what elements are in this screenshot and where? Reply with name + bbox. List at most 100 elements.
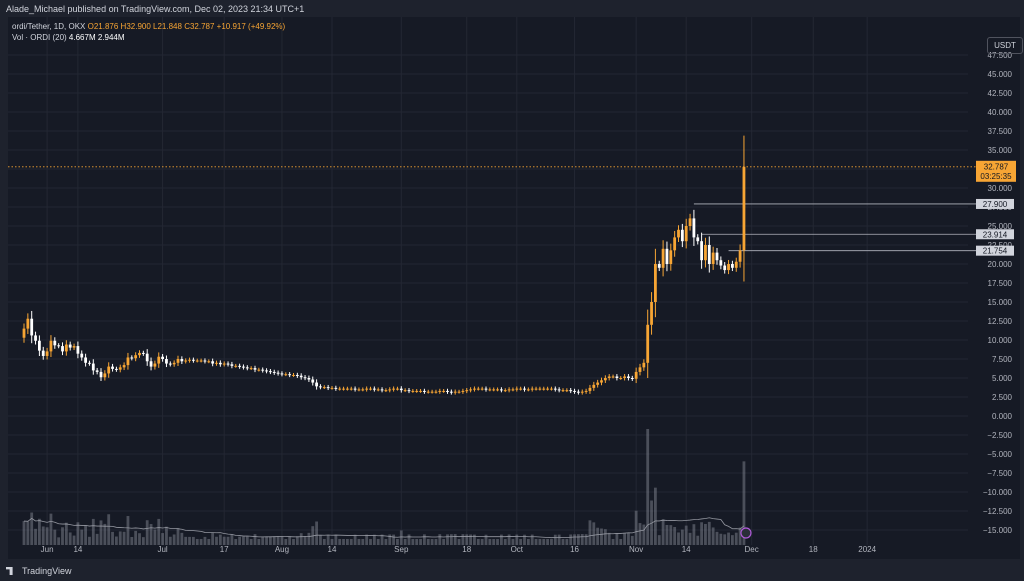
candle-body (719, 260, 723, 266)
time-axis[interactable]: Jun 14 Jul 17 Aug 14 Sep 18 Oct 16 Nov 14 Dec 18 2024 (41, 545, 877, 554)
volume-bar (642, 524, 646, 545)
candle-body (688, 218, 692, 226)
time-tick-label: 14 (73, 545, 82, 554)
volume-indicator-name[interactable]: Vol · ORDI (20) (12, 33, 67, 42)
candle-body (692, 218, 696, 238)
level-label: 27.900 (983, 200, 1008, 209)
candle-body (665, 248, 669, 264)
candle-body (707, 245, 711, 264)
time-tick-label: 17 (220, 545, 229, 554)
price-tick-label: −5.000 (987, 450, 1012, 459)
candle-body (161, 356, 164, 359)
candle-body (249, 368, 253, 370)
candle-body (611, 376, 615, 378)
volume-bar (342, 539, 345, 545)
volume-bar (138, 533, 141, 545)
candle-body (423, 390, 426, 392)
publisher-line: Alade_Michael published on TradingView.c… (6, 4, 305, 14)
candle-body (673, 237, 677, 251)
volume-bar (176, 528, 180, 545)
candle-body (619, 378, 623, 379)
volume-bar (215, 536, 218, 545)
volume-bar (141, 537, 145, 545)
tradingview-logo[interactable]: TradingView (6, 566, 72, 576)
candle-body (34, 335, 37, 341)
volume-bar (727, 532, 730, 545)
candle-body (426, 391, 430, 393)
candle-body (507, 389, 511, 391)
candle-body (207, 361, 211, 363)
volume-bar (654, 487, 657, 545)
price-axis[interactable]: 47.50045.00042.50040.00037.50035.00032.5… (983, 51, 1013, 535)
price-tick-label: 47.500 (988, 51, 1013, 60)
grid-lines (8, 17, 968, 545)
candle-body (565, 390, 569, 392)
time-tick-label: Aug (275, 545, 289, 554)
price-tick-label: 35.000 (988, 146, 1013, 155)
volume-bars (22, 429, 746, 545)
volume-bar (280, 536, 284, 545)
volume-ma-line (23, 517, 745, 539)
volume-bar (319, 535, 322, 545)
volume-bar (465, 534, 469, 545)
candle-body (222, 363, 226, 365)
candle-body (91, 363, 95, 371)
volume-bar (657, 535, 661, 545)
candle-body (684, 226, 688, 242)
candle-body (661, 248, 665, 268)
candle-body (88, 362, 91, 364)
price-tick-label: 40.000 (988, 108, 1013, 117)
currency-unit-button[interactable]: USDT (987, 37, 1023, 54)
candle-body (638, 367, 642, 372)
time-tick-label: Jun (41, 545, 54, 554)
price-tick-label: −12.500 (983, 507, 1013, 516)
volume-bar (573, 534, 576, 545)
volume-bar (611, 539, 615, 545)
volume-bar (580, 534, 584, 545)
volume-bar (584, 534, 588, 545)
volume-bar (134, 530, 138, 545)
volume-bar (484, 534, 488, 545)
volume-bar (184, 536, 188, 545)
candle-body (723, 265, 727, 271)
volume-bar (295, 536, 299, 545)
candle-body (330, 387, 334, 389)
price-chart[interactable]: 47.50045.00042.50040.00037.50035.00032.5… (8, 17, 1020, 559)
candle-body (107, 366, 111, 374)
volume-bar (326, 534, 330, 545)
chart-area[interactable]: 47.50045.00042.50040.00037.50035.00032.5… (8, 17, 1023, 559)
time-tick-label: 16 (570, 545, 579, 554)
candle-body (696, 237, 700, 242)
candle-body (188, 359, 191, 361)
candle-body (126, 357, 130, 366)
candle-body (469, 389, 472, 391)
candle-body (257, 369, 261, 371)
candle-body (322, 387, 326, 389)
candle-body (376, 389, 380, 391)
candle-body (64, 344, 68, 352)
volume-bar (430, 539, 434, 545)
volume-bar (411, 539, 415, 545)
volume-bar (438, 534, 442, 545)
candle-body (704, 245, 707, 261)
candle-body (384, 390, 388, 392)
price-tick-label: 42.500 (988, 89, 1013, 98)
candle-body (72, 346, 76, 348)
volume-bar (315, 521, 318, 545)
volume-bar (276, 536, 280, 545)
candle-body (218, 362, 222, 365)
symbol-name[interactable]: ordi/Tether, 1D, OKX (12, 22, 86, 31)
volume-bar (203, 536, 207, 545)
candle-body (153, 363, 157, 367)
candle-body (457, 391, 461, 393)
candle-body (731, 264, 734, 268)
candle-body (642, 362, 646, 368)
volume-bar (557, 534, 561, 545)
volume-bar (122, 531, 126, 545)
candle-body (742, 166, 746, 251)
volume-bar (218, 534, 222, 545)
volume-bar (692, 524, 696, 545)
candle-body (511, 389, 515, 391)
candle-body (580, 391, 584, 393)
volume-bar (149, 524, 153, 545)
